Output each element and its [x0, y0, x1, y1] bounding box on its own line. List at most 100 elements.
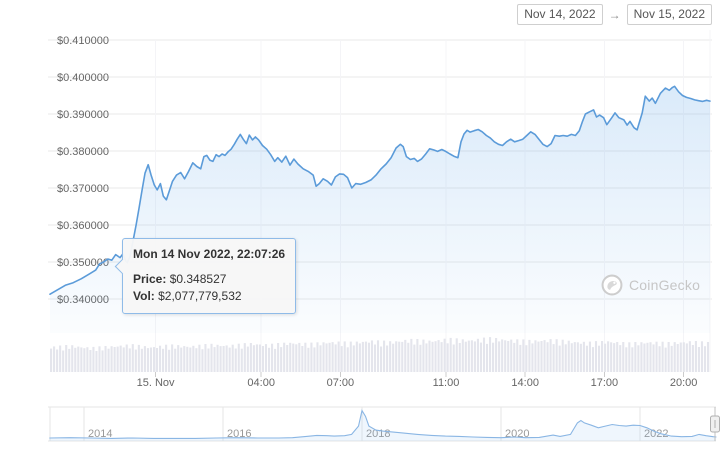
coingecko-logo-icon [601, 274, 623, 296]
volume-bar [510, 339, 513, 372]
volume-bar [437, 340, 440, 372]
volume-bar [398, 341, 401, 372]
volume-bar [519, 344, 522, 372]
navigator-line [49, 409, 717, 439]
volume-bar [68, 348, 71, 372]
y-axis-label: $0.390000 [57, 109, 109, 121]
volume-bar [685, 343, 688, 372]
volume-bar [110, 346, 113, 372]
volume-bar [346, 347, 349, 372]
volume-bar [604, 343, 607, 372]
volume-bar [625, 347, 628, 372]
volume-bar [370, 340, 374, 372]
tooltip-price-row: Price: $0.348527 [133, 272, 227, 286]
volume-bar [201, 349, 204, 372]
volume-bar [389, 341, 392, 372]
volume-bar [207, 348, 210, 372]
coingecko-watermark: CoinGecko [601, 274, 700, 296]
volume-bar [62, 350, 65, 372]
volume-bar [59, 345, 62, 372]
volume-bar [240, 348, 243, 372]
y-axis-label: $0.410000 [57, 35, 109, 47]
volume-bar [192, 345, 195, 372]
volume-bar [83, 348, 86, 372]
volume-bar [446, 343, 449, 372]
volume-bar [307, 347, 310, 372]
volume-bar [540, 341, 543, 372]
navigator-track[interactable] [48, 407, 716, 441]
volume-bar [646, 342, 649, 372]
volume-bar [71, 345, 74, 372]
volume-bar [137, 344, 140, 372]
volume-bar [700, 341, 704, 372]
volume-bar [416, 339, 419, 372]
volume-bar [267, 347, 271, 372]
main-plot-hover-area[interactable] [48, 30, 712, 372]
volume-bar [295, 344, 298, 372]
volume-bar [349, 341, 352, 372]
volume-bar [631, 347, 634, 372]
volume-bar [255, 344, 258, 372]
volume-bar [77, 346, 80, 372]
volume-bar [664, 347, 667, 372]
start-date-input[interactable]: Nov 14, 2022 [517, 4, 603, 25]
volume-bar [95, 351, 98, 372]
volume-bar [222, 346, 225, 372]
volume-bar [331, 342, 334, 372]
volume-bar [697, 347, 700, 372]
chart-tooltip: Mon 14 Nov 2022, 22:07:26 Price: $0.3485… [114, 238, 297, 314]
navigator-year-label: 2014 [88, 428, 112, 440]
volume-bar [507, 341, 510, 372]
volume-bar [180, 347, 183, 372]
volume-bar [476, 338, 479, 372]
navigator-year-label: 2016 [227, 428, 251, 440]
volume-bar [607, 341, 610, 372]
volume-bar [443, 338, 446, 372]
volume-bar [165, 344, 168, 372]
volume-bar [125, 344, 128, 372]
date-range-arrow-icon: → [608, 7, 621, 22]
volume-bar [301, 346, 304, 372]
volume-bar [101, 350, 104, 372]
volume-bar [143, 346, 146, 372]
volume-bar [152, 347, 156, 372]
volume-bar [679, 342, 682, 372]
volume-bar [495, 338, 498, 372]
x-axis-label: 17:00 [591, 377, 619, 389]
volume-bar [682, 342, 685, 372]
volume-bar [228, 347, 231, 372]
x-axis-label: 11:00 [433, 377, 460, 389]
volume-bar [271, 343, 274, 372]
volume-bar [92, 346, 95, 372]
volume-bar [104, 346, 107, 372]
volume-bar [119, 345, 122, 372]
volume-bar [643, 343, 646, 372]
volume-bar [673, 342, 676, 372]
volume-bar [168, 349, 171, 372]
volume-bar [594, 341, 598, 372]
volume-bar [283, 342, 286, 372]
volume-bar [558, 345, 561, 372]
volume-bar [210, 343, 213, 372]
volume-bar [373, 344, 377, 372]
volume-bar [249, 343, 252, 372]
date-range-picker: Nov 14, 2022 → Nov 15, 2022 [517, 4, 712, 25]
end-date-input[interactable]: Nov 15, 2022 [626, 4, 712, 25]
volume-bar [98, 346, 101, 372]
volume-bar [261, 346, 265, 372]
volume-bar [322, 342, 325, 372]
volume-bar [404, 339, 407, 372]
volume-bar [573, 342, 576, 372]
x-axis-label: 07:00 [327, 377, 355, 389]
volume-bar [452, 344, 455, 372]
volume-bar [252, 345, 255, 372]
volume-bar [280, 347, 283, 372]
volume-bar [258, 344, 261, 372]
volume-bar [470, 340, 473, 372]
y-axis-label: $0.380000 [57, 146, 109, 158]
volume-bar [401, 341, 404, 372]
volume-bar [640, 342, 643, 372]
volume-bar [325, 343, 328, 372]
volume-bar [292, 343, 295, 372]
